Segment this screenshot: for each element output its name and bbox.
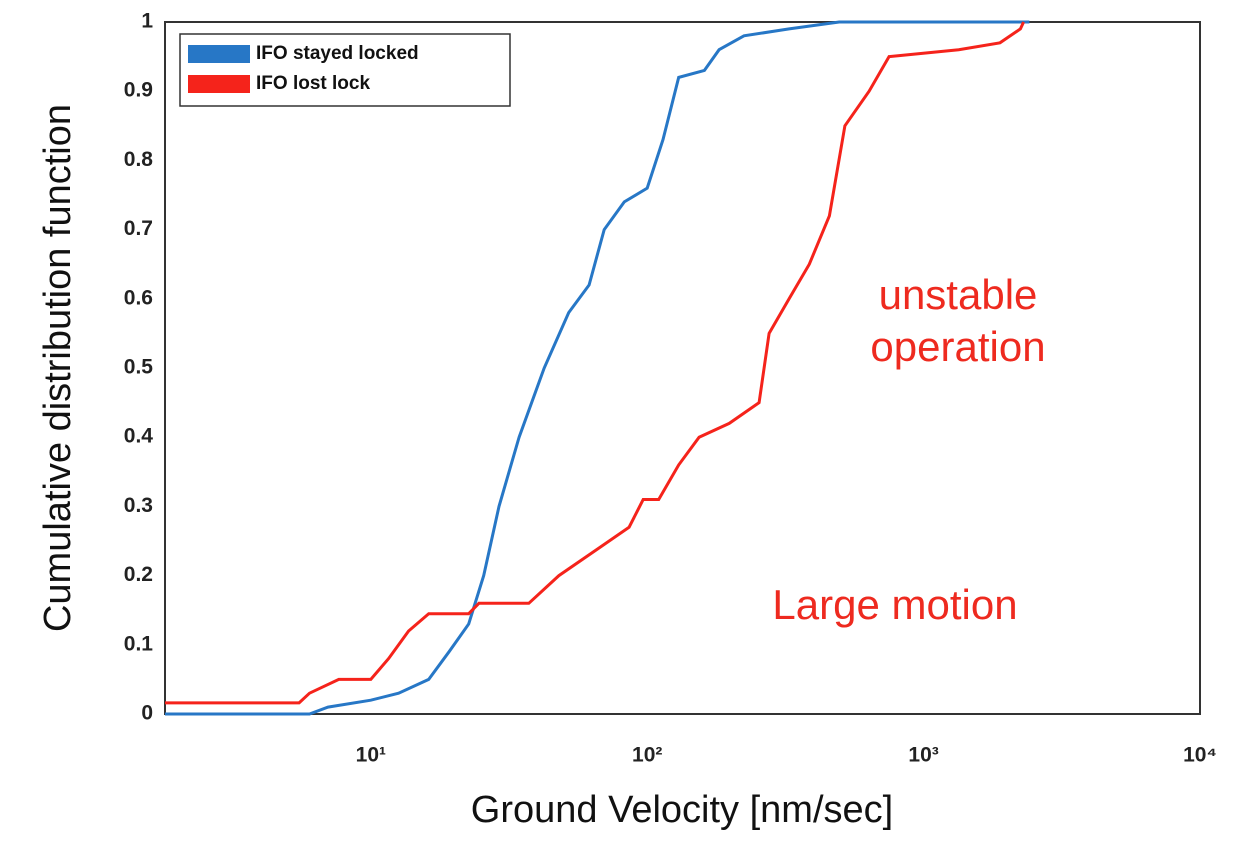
x-tick-label: 10² <box>632 744 662 767</box>
legend-swatch <box>188 45 250 63</box>
y-tick-label: 0.3 <box>124 494 153 517</box>
x-tick-label: 10³ <box>908 744 938 767</box>
y-tick-label: 0.1 <box>124 632 154 655</box>
x-tick-label: 10¹ <box>356 744 386 767</box>
legend-label: IFO stayed locked <box>256 43 419 64</box>
legend-label: IFO lost lock <box>256 73 370 94</box>
y-tick-label: 0.9 <box>124 79 153 102</box>
y-tick-label: 0.5 <box>124 356 154 379</box>
x-tick-label: 10⁴ <box>1183 744 1217 767</box>
y-tick-label: 0.7 <box>124 217 153 240</box>
y-tick-label: 1 <box>141 10 153 33</box>
y-tick-label: 0.8 <box>124 148 154 171</box>
annotation: unstable <box>879 271 1038 318</box>
y-tick-label: 0.6 <box>124 286 153 309</box>
legend-swatch <box>188 75 250 93</box>
x-axis-label: Ground Velocity [nm/sec] <box>471 789 893 831</box>
y-tick-label: 0 <box>141 702 153 725</box>
annotation: Large motion <box>772 581 1017 628</box>
plot-area <box>164 21 1201 715</box>
y-tick-label: 0.4 <box>124 425 154 448</box>
series-line <box>165 21 1025 705</box>
y-axis-label: Cumulative distribution function <box>37 104 79 632</box>
annotation: operation <box>870 323 1045 370</box>
y-tick-label: 0.2 <box>124 563 153 586</box>
series-line <box>165 20 1030 716</box>
